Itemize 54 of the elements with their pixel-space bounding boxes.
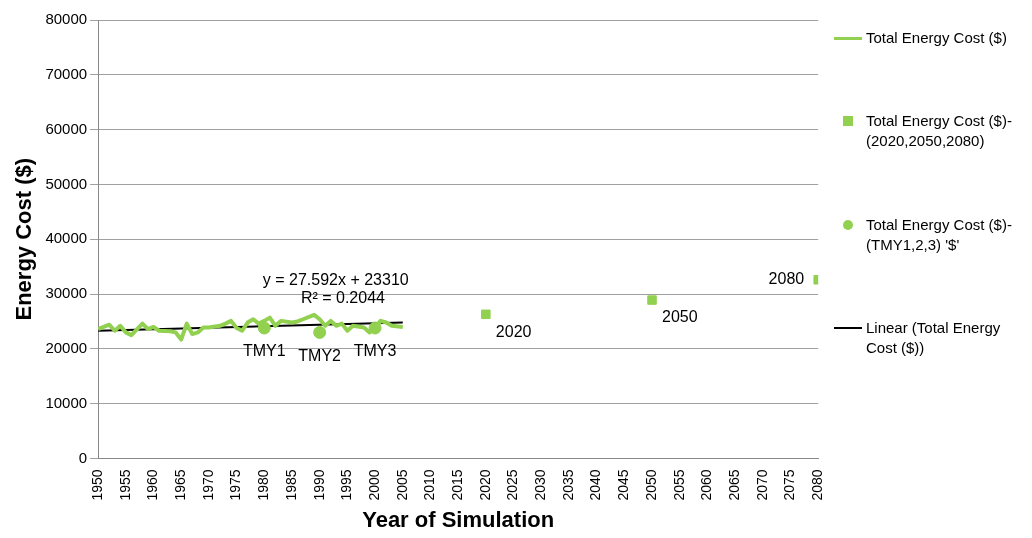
- x-tick-label: 2030: [532, 469, 549, 501]
- y-tick-label: 50000: [45, 174, 88, 192]
- y-tick-label: 20000: [45, 338, 88, 356]
- y-tick-label: 10000: [45, 393, 88, 411]
- x-tick-label: 2010: [421, 469, 438, 501]
- x-tick-label: 1980: [255, 469, 272, 501]
- y-tick-label: 40000: [45, 229, 88, 247]
- x-axis-title: Year of Simulation: [362, 506, 555, 532]
- y-axis-title: Energy Cost ($): [11, 157, 37, 321]
- x-tick-label: 1960: [144, 469, 161, 501]
- point: [481, 309, 491, 320]
- x-tick-label: 2060: [698, 469, 715, 501]
- annotation: 2020: [495, 322, 532, 340]
- x-tick-label: 1985: [282, 469, 299, 501]
- annotation: TMY1: [242, 342, 286, 360]
- y-tick-label: 60000: [45, 119, 88, 137]
- legend-label: Total Energy Cost ($)-(2020,2050,2080): [866, 111, 1013, 152]
- y-tick-label: 70000: [45, 64, 88, 82]
- y-tick-label: 30000: [45, 284, 88, 302]
- annotation: TMY2: [298, 346, 342, 364]
- annotation: 2050: [662, 308, 698, 326]
- x-tick-label: 2000: [365, 469, 382, 501]
- x-tick-label: 2035: [559, 469, 576, 501]
- x-tick-label: 2015: [449, 469, 466, 501]
- legend-label: Total Energy Cost ($): [866, 28, 1007, 48]
- x-tick-label: 2075: [781, 469, 798, 501]
- annotation: TMY3: [353, 342, 397, 360]
- x-tick-label: 2055: [670, 469, 687, 501]
- legend-label: Linear (Total Energy Cost ($)): [866, 318, 1002, 358]
- x-tick-label: 2070: [753, 469, 770, 501]
- x-tick-label: 1990: [310, 469, 327, 501]
- x-tick-label: 2045: [615, 469, 632, 501]
- x-tick-label: 2065: [725, 469, 742, 501]
- x-tick-label: 2080: [809, 469, 826, 501]
- x-tick-label: 2050: [642, 469, 659, 501]
- x-tick-label: 2040: [587, 469, 604, 501]
- x-tick-label: 1975: [227, 469, 244, 501]
- point: [257, 321, 271, 335]
- x-tick-label: 1970: [199, 469, 216, 501]
- y-tick-label: 0: [78, 448, 88, 466]
- x-tick-label: 2025: [504, 469, 521, 501]
- x-tick-label: 1955: [116, 469, 133, 501]
- annotation: R² = 0.2044: [300, 288, 386, 306]
- point: [313, 325, 327, 339]
- annotation: y = 27.592x + 23310: [262, 271, 409, 289]
- annotation: 2080: [768, 270, 805, 288]
- x-tick-label: 2020: [476, 469, 493, 501]
- point: [647, 295, 657, 305]
- x-tick-label: 1965: [172, 469, 189, 501]
- legend-label: Total Energy Cost ($)-(TMY1,2,3) '$': [866, 214, 1013, 255]
- y-tick-label: 80000: [45, 10, 88, 28]
- x-tick-label: 1950: [88, 469, 105, 501]
- x-tick-label: 1995: [338, 469, 355, 501]
- x-tick-label: 2005: [393, 469, 410, 501]
